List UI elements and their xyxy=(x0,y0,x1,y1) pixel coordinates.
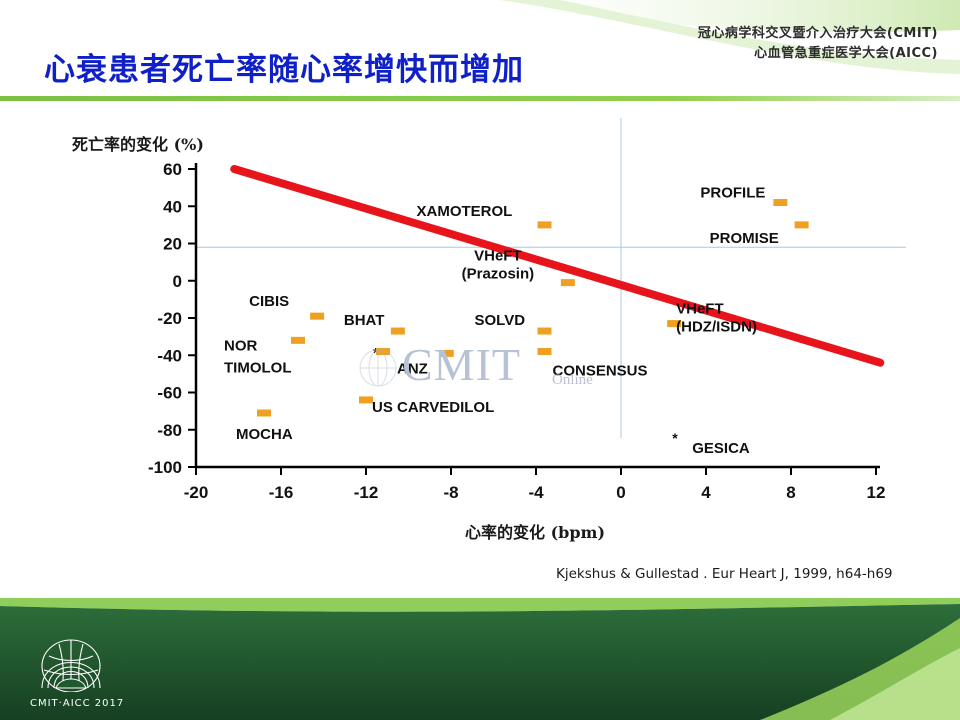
x-tick-label: 12 xyxy=(867,483,886,502)
data-point-label: VHeFT (Prazosin) xyxy=(462,248,535,283)
x-tick-label: 0 xyxy=(616,483,625,502)
data-point-label: ANZ xyxy=(397,361,428,378)
y-tick-label: 20 xyxy=(163,235,182,254)
data-point xyxy=(537,348,552,356)
y-tick-label: -20 xyxy=(157,309,182,328)
y-tick-label: -80 xyxy=(157,421,182,440)
y-axis-label: 死亡率的变化 (%) xyxy=(72,135,204,154)
watermark-text: CMIT xyxy=(402,339,521,390)
chart-axes xyxy=(188,163,880,475)
x-tick-label: -4 xyxy=(528,483,544,502)
data-point xyxy=(390,327,405,335)
data-point xyxy=(667,320,682,328)
y-tick-label: -40 xyxy=(157,346,182,365)
data-point-asterisk: * xyxy=(672,430,678,446)
data-point-label: XAMOTEROL xyxy=(417,203,513,220)
data-point xyxy=(794,221,809,229)
point-labels: XAMOTEROL PROFILE PROMISE VHeFT (Prazosin) CI… xyxy=(224,185,779,458)
y-tick-label: 40 xyxy=(163,197,182,216)
x-tick-label: -16 xyxy=(269,483,294,502)
data-point-label: MOCHA xyxy=(236,426,293,443)
globe-logo-icon xyxy=(41,639,101,692)
data-point-label: BHAT xyxy=(344,312,385,329)
watermark-subtext: Online xyxy=(552,372,593,388)
data-points: ** xyxy=(257,199,809,446)
slide-title: 心衰患者死亡率随心率增快而增加 xyxy=(44,52,524,88)
data-point-label: SOLVD xyxy=(475,312,526,329)
y-tick-label: 0 xyxy=(173,272,182,291)
citation: Kjekshus & Gullestad . Eur Heart J, 1999… xyxy=(556,566,893,582)
data-point xyxy=(773,199,788,207)
reference-lines xyxy=(196,118,906,438)
conference-name-line1: 冠心病学科交叉暨介入治疗大会(CMIT) xyxy=(697,26,938,41)
data-point-label: PROFILE xyxy=(700,185,765,202)
data-point xyxy=(359,396,373,404)
x-tick-label: 4 xyxy=(701,483,711,502)
data-point xyxy=(257,409,271,417)
data-point-label: PROMISE xyxy=(710,230,779,247)
title-divider xyxy=(0,96,960,101)
data-point-label: CONSENSUS xyxy=(553,363,648,380)
y-tick-label: -100 xyxy=(148,458,182,477)
watermark-globe-icon xyxy=(359,349,397,387)
x-axis-label: 心率的变化 (bpm) xyxy=(465,523,605,542)
data-point xyxy=(560,279,575,287)
data-point xyxy=(310,312,325,320)
data-point xyxy=(537,327,552,335)
data-point-label: NOR TIMOLOL xyxy=(224,337,292,376)
conference-name-line2: 心血管急重症医学大会(AICC) xyxy=(754,46,938,61)
y-tick-label: -60 xyxy=(157,384,182,403)
data-point-label: US CARVEDILOL xyxy=(372,399,494,416)
x-tick-label: -12 xyxy=(354,483,379,502)
x-tick-label: 8 xyxy=(786,483,795,502)
y-tick-label: 60 xyxy=(163,160,182,179)
data-point xyxy=(291,336,305,344)
data-point xyxy=(439,349,454,357)
footer-band xyxy=(0,598,960,720)
footer-logo-text: CMIT·AICC 2017 xyxy=(30,698,125,709)
data-point-label: GESICA xyxy=(692,440,750,457)
x-tick-label: -8 xyxy=(443,483,458,502)
header-swoosh xyxy=(440,0,960,74)
x-tick-label: -20 xyxy=(184,483,209,502)
data-point xyxy=(376,348,390,356)
data-point xyxy=(537,221,552,229)
data-point-label: VHeFT (HDZ/ISDN) xyxy=(676,301,757,336)
data-point-label: CIBIS xyxy=(249,293,289,310)
regression-line xyxy=(230,165,885,367)
regression-line-group xyxy=(230,165,885,367)
